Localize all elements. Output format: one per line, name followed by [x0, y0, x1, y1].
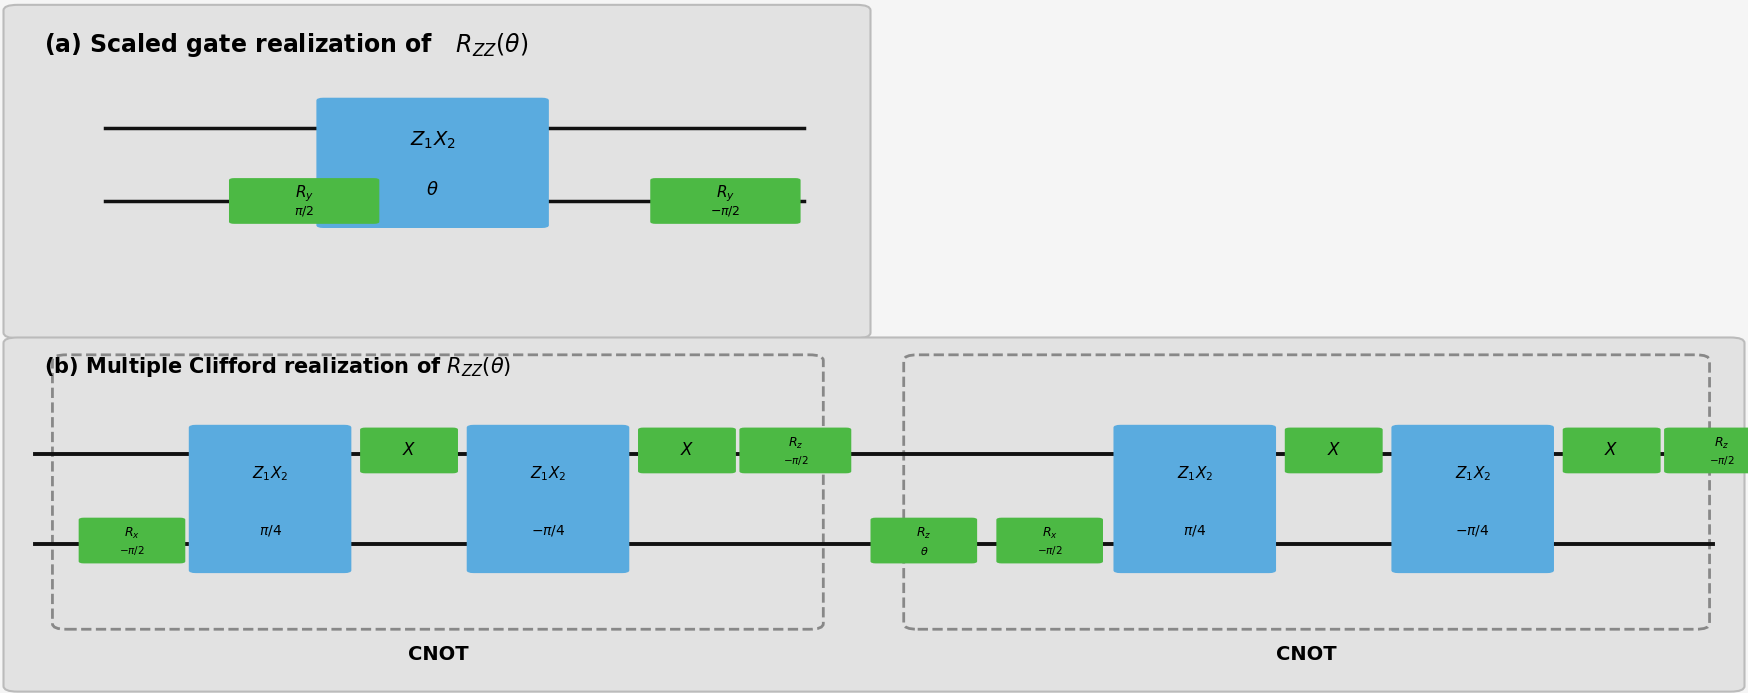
- Text: CNOT: CNOT: [407, 645, 468, 665]
- Text: $\theta$: $\theta$: [427, 182, 439, 200]
- FancyBboxPatch shape: [3, 337, 1745, 692]
- Text: (b) Multiple Clifford realization of $R_{ZZ}(\theta)$: (b) Multiple Clifford realization of $R_…: [44, 355, 510, 379]
- Text: $X$: $X$: [1605, 441, 1619, 459]
- Text: $\pi/4$: $\pi/4$: [1183, 523, 1206, 538]
- Text: $Z_1X_2$: $Z_1X_2$: [409, 130, 456, 151]
- FancyBboxPatch shape: [316, 98, 549, 228]
- FancyBboxPatch shape: [1664, 428, 1748, 473]
- Text: $X$: $X$: [402, 441, 416, 459]
- Text: $-\pi/2$: $-\pi/2$: [1710, 455, 1734, 467]
- Text: $R_x$: $R_x$: [1042, 525, 1058, 541]
- FancyBboxPatch shape: [739, 428, 851, 473]
- Text: $R_y$: $R_y$: [295, 183, 313, 204]
- Text: $X$: $X$: [680, 441, 694, 459]
- FancyBboxPatch shape: [3, 5, 871, 338]
- Text: $Z_1X_2$: $Z_1X_2$: [1176, 464, 1213, 482]
- FancyBboxPatch shape: [229, 178, 379, 224]
- Text: $-\pi/2$: $-\pi/2$: [1037, 545, 1063, 557]
- FancyBboxPatch shape: [650, 178, 801, 224]
- Text: (a) Scaled gate realization of   $R_{ZZ}(\theta)$: (a) Scaled gate realization of $R_{ZZ}(\…: [44, 31, 528, 59]
- FancyBboxPatch shape: [1113, 425, 1276, 573]
- Text: $Z_1X_2$: $Z_1X_2$: [252, 464, 288, 482]
- Text: $\theta$: $\theta$: [919, 545, 928, 557]
- Text: $-\pi/4$: $-\pi/4$: [531, 523, 565, 538]
- Text: $-\pi/2$: $-\pi/2$: [119, 545, 145, 557]
- Text: $R_y$: $R_y$: [717, 183, 734, 204]
- Text: $Z_1X_2$: $Z_1X_2$: [1454, 464, 1491, 482]
- FancyBboxPatch shape: [189, 425, 351, 573]
- Text: $-\pi/2$: $-\pi/2$: [783, 455, 808, 467]
- Text: $\pi/2$: $\pi/2$: [294, 204, 315, 218]
- FancyBboxPatch shape: [360, 428, 458, 473]
- Text: $X$: $X$: [1327, 441, 1341, 459]
- FancyBboxPatch shape: [467, 425, 629, 573]
- FancyBboxPatch shape: [1285, 428, 1383, 473]
- Text: $Z_1X_2$: $Z_1X_2$: [530, 464, 566, 482]
- FancyBboxPatch shape: [996, 518, 1103, 563]
- FancyBboxPatch shape: [638, 428, 736, 473]
- Text: $R_z$: $R_z$: [1715, 435, 1729, 450]
- FancyBboxPatch shape: [871, 518, 977, 563]
- FancyBboxPatch shape: [79, 518, 185, 563]
- FancyBboxPatch shape: [1563, 428, 1661, 473]
- Text: $R_z$: $R_z$: [788, 435, 802, 450]
- Text: $\pi/4$: $\pi/4$: [259, 523, 281, 538]
- FancyBboxPatch shape: [1391, 425, 1554, 573]
- Text: $R_x$: $R_x$: [124, 525, 140, 541]
- Text: CNOT: CNOT: [1276, 645, 1337, 665]
- Text: $R_z$: $R_z$: [916, 525, 932, 541]
- Text: $-\pi/2$: $-\pi/2$: [710, 204, 741, 218]
- Text: $-\pi/4$: $-\pi/4$: [1456, 523, 1489, 538]
